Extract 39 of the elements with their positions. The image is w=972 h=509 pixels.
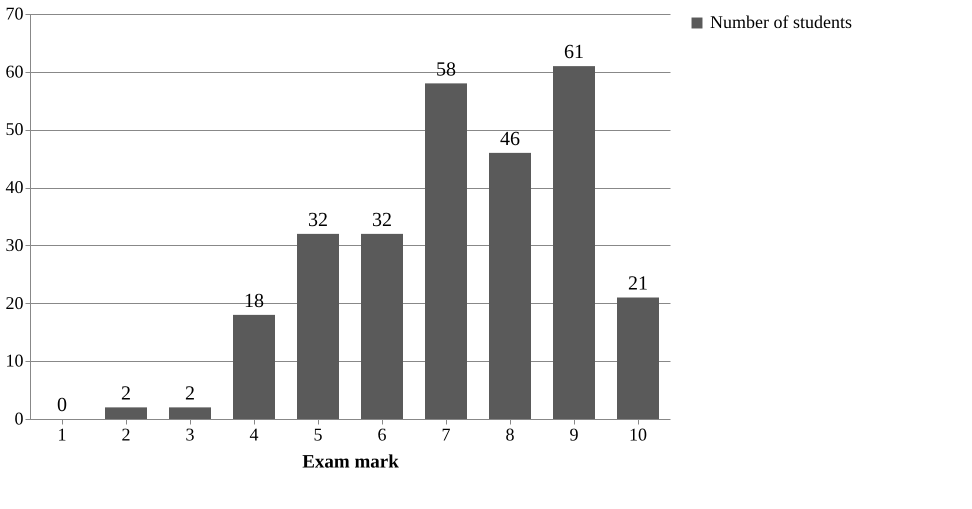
data-label: 32 [372, 208, 392, 231]
y-tick-label: 30 [6, 234, 24, 255]
bar [425, 83, 467, 419]
x-tick-label: 7 [442, 424, 450, 444]
data-label: 58 [436, 58, 456, 80]
y-tick-label: 10 [6, 350, 24, 371]
x-axis-title: Exam mark [302, 452, 400, 472]
y-tick-label: 70 [6, 4, 24, 24]
x-tick-label: 2 [122, 424, 130, 444]
data-label: 2 [121, 382, 131, 404]
bar [553, 66, 595, 419]
x-tick-label: 8 [506, 424, 514, 444]
x-tick-label: 5 [314, 424, 322, 444]
y-tick-label: 40 [6, 177, 24, 198]
y-tick-label: 0 [14, 408, 24, 428]
bar [489, 152, 531, 419]
data-label: 46 [500, 128, 520, 150]
bar [105, 407, 147, 419]
data-label: 0 [57, 394, 67, 416]
x-tick-label: 9 [570, 424, 578, 444]
x-tick-label: 3 [186, 424, 194, 444]
bar [297, 234, 339, 419]
y-tick-label: 20 [6, 292, 24, 313]
x-tick-label: 4 [250, 424, 258, 444]
x-tick-label: 6 [378, 424, 386, 444]
data-label: 32 [308, 208, 328, 231]
bar [617, 298, 659, 419]
data-label: 2 [185, 382, 195, 404]
legend-label: Number of students [710, 12, 852, 32]
data-label: 61 [564, 41, 584, 64]
y-tick-label: 50 [6, 119, 24, 140]
x-tick-label: 1 [58, 424, 66, 444]
data-label: 21 [628, 272, 648, 294]
bar [233, 314, 275, 419]
data-label: 18 [244, 290, 264, 312]
bar [169, 407, 211, 419]
x-tick-label: 10 [629, 424, 647, 444]
bar [361, 234, 403, 419]
y-tick-label: 60 [6, 61, 24, 82]
